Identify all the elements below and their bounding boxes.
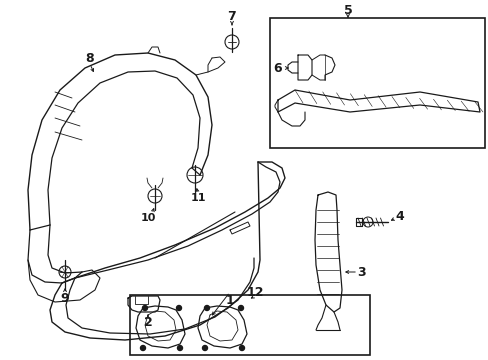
Bar xyxy=(269,18,484,148)
Text: 5: 5 xyxy=(343,4,352,17)
Text: 4: 4 xyxy=(395,210,404,222)
Text: 8: 8 xyxy=(85,51,94,64)
Circle shape xyxy=(142,306,147,310)
Circle shape xyxy=(176,306,181,310)
Text: 7: 7 xyxy=(227,9,236,22)
Circle shape xyxy=(204,306,209,310)
Text: 10: 10 xyxy=(140,213,155,223)
Circle shape xyxy=(202,346,207,351)
Text: 6: 6 xyxy=(273,62,282,75)
Circle shape xyxy=(177,346,182,351)
Text: 1: 1 xyxy=(225,293,234,306)
Bar xyxy=(130,295,369,355)
Circle shape xyxy=(140,346,145,351)
Text: 2: 2 xyxy=(143,315,152,328)
Text: 9: 9 xyxy=(61,292,69,305)
Circle shape xyxy=(238,306,243,310)
Text: 12: 12 xyxy=(246,285,263,298)
Text: 3: 3 xyxy=(357,266,366,279)
Circle shape xyxy=(239,346,244,351)
Text: 11: 11 xyxy=(190,193,205,203)
